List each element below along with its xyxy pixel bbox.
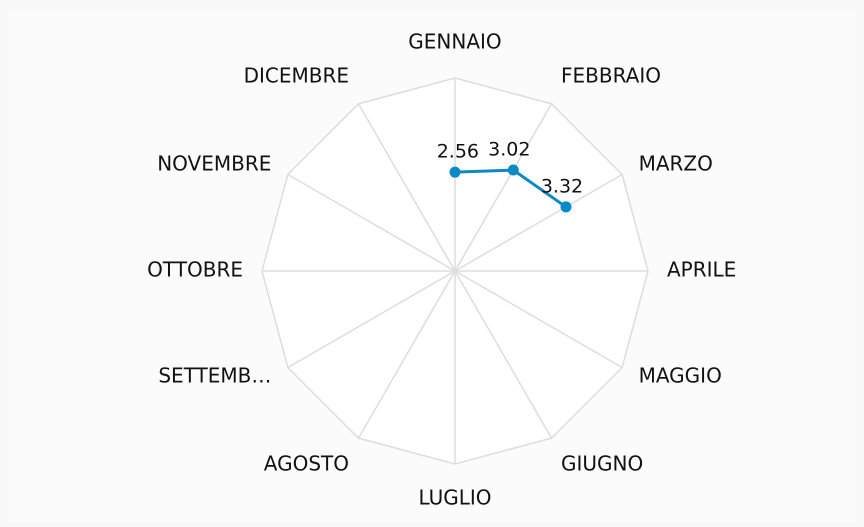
data-point (449, 166, 461, 178)
axis-label: LUGLIO (418, 486, 491, 510)
spoke (287, 270, 456, 369)
spoke (357, 103, 456, 272)
spoke (454, 103, 553, 272)
axis-label: DICEMBRE (244, 64, 349, 88)
axis-label: AGOSTO (264, 451, 349, 475)
axis-label: OTTOBRE (147, 258, 243, 282)
axis-label: FEBBRAIO (561, 64, 661, 88)
axis-label: GENNAIO (408, 30, 501, 54)
data-point (560, 201, 572, 213)
axis-label: SETTEMB… (158, 364, 271, 388)
spoke (454, 270, 623, 369)
spoke (454, 173, 623, 272)
axis-label: MAGGIO (639, 364, 722, 388)
spoke (454, 270, 553, 439)
axis-label: APRILE (667, 258, 736, 282)
value-label: 2.56 (437, 141, 479, 163)
value-label: 3.02 (488, 139, 530, 161)
spoke (357, 270, 456, 439)
axis-label: MARZO (639, 152, 713, 176)
value-label: 3.32 (541, 175, 583, 197)
axis-label: GIUGNO (561, 451, 643, 475)
spoke (287, 173, 456, 272)
axis-label: NOVEMBRE (157, 152, 271, 176)
data-point (507, 164, 519, 176)
